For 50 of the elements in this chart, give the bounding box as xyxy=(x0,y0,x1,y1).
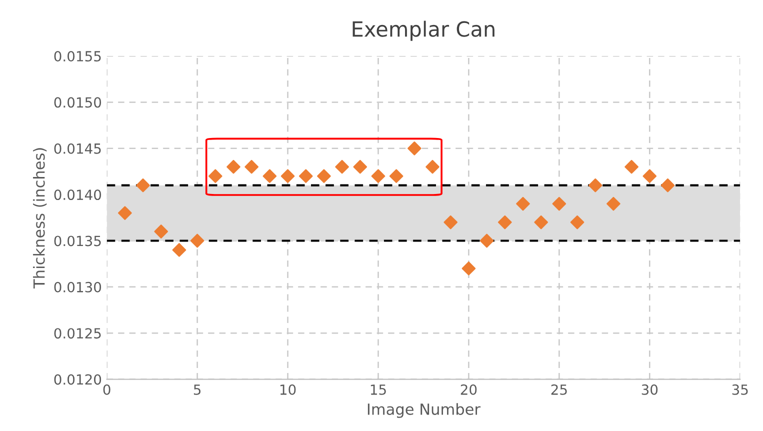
point xyxy=(444,215,458,230)
point xyxy=(371,169,386,183)
x-tick-label: 30 xyxy=(642,384,658,395)
point xyxy=(335,160,349,174)
point xyxy=(244,160,258,174)
point xyxy=(389,169,404,183)
y-tick-label: 0.0140 xyxy=(54,190,102,200)
x-tick-label: 15 xyxy=(370,384,386,395)
point xyxy=(426,160,440,174)
point xyxy=(190,234,204,248)
point xyxy=(208,169,222,183)
x-axis-title: Image Number xyxy=(368,403,480,418)
y-axis-title: Thickness (inches) xyxy=(33,148,47,289)
point xyxy=(317,169,331,183)
y-tick-label: 0.0120 xyxy=(54,374,102,385)
point xyxy=(226,160,240,174)
x-tick-label: 10 xyxy=(280,384,296,395)
x-tick-label: 20 xyxy=(460,384,477,395)
point xyxy=(660,178,675,192)
x-tick-label: 35 xyxy=(732,384,748,395)
y-tick-label: 0.0125 xyxy=(54,328,101,339)
point xyxy=(262,169,277,183)
y-tick-label: 0.0135 xyxy=(54,236,101,246)
point xyxy=(353,160,368,174)
point xyxy=(570,215,584,230)
point xyxy=(588,178,602,192)
point xyxy=(624,160,638,174)
point xyxy=(154,224,168,238)
x-tick-label: 0 xyxy=(103,384,110,395)
chart-title: Exemplar Can xyxy=(352,20,494,41)
point xyxy=(552,196,566,211)
point xyxy=(516,196,530,211)
x-tick-label: 5 xyxy=(194,384,200,395)
y-tick-label: 0.0130 xyxy=(54,282,102,292)
point xyxy=(498,215,512,230)
point xyxy=(408,141,422,156)
point xyxy=(172,243,186,257)
point xyxy=(118,206,132,220)
y-tick-label: 0.0155 xyxy=(54,51,101,62)
point xyxy=(462,262,476,276)
x-tick-label: 25 xyxy=(551,384,567,395)
point xyxy=(298,169,313,183)
point xyxy=(606,196,620,211)
point xyxy=(534,215,548,230)
point xyxy=(280,169,295,183)
y-tick-label: 0.0145 xyxy=(54,143,101,154)
y-tick-label: 0.0150 xyxy=(54,97,102,108)
point xyxy=(136,178,150,192)
point xyxy=(480,234,494,248)
point xyxy=(642,169,657,183)
